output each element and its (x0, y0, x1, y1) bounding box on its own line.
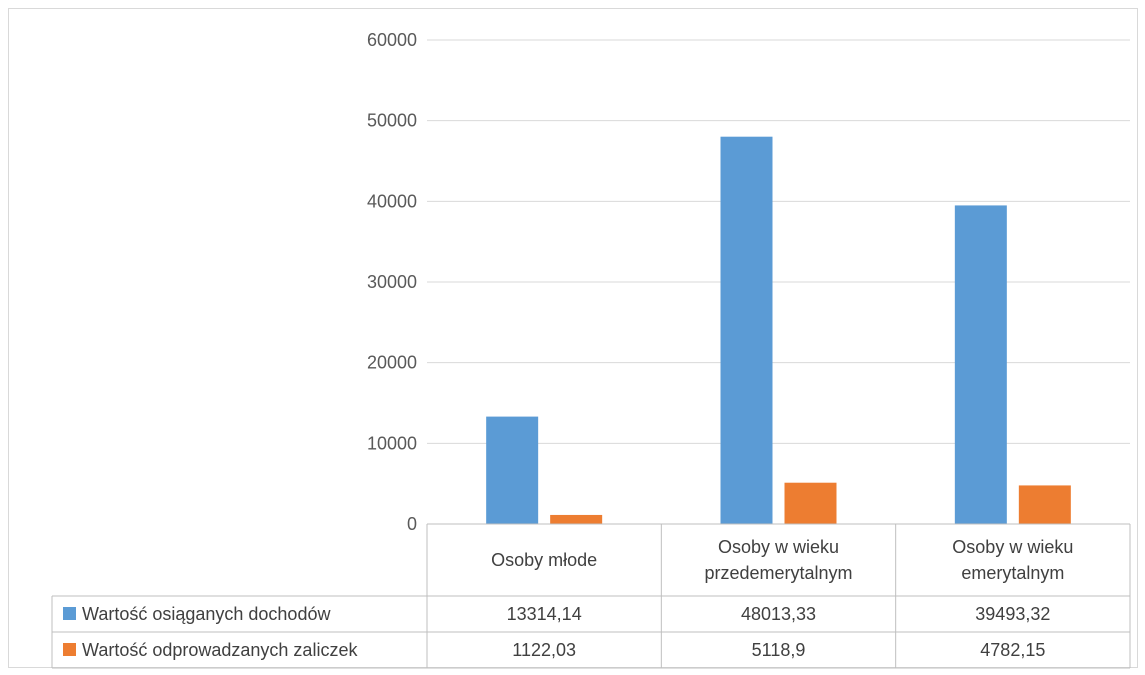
category-label: emerytalnym (961, 563, 1064, 583)
bar-zaliczki (1018, 485, 1071, 524)
table-value: 5118,9 (752, 640, 806, 660)
series-name: Wartość odprowadzanych zaliczek (82, 640, 358, 660)
category-label: Osoby w wieku (718, 537, 839, 557)
table-value: 13314,14 (507, 604, 582, 624)
y-tick-label: 10000 (367, 433, 417, 453)
table-value: 39493,32 (975, 604, 1050, 624)
table-value: 1122,03 (512, 640, 576, 660)
y-tick-label: 30000 (367, 272, 417, 292)
table-value: 48013,33 (741, 604, 816, 624)
y-tick-label: 60000 (367, 30, 417, 50)
legend-key-dochody (63, 607, 76, 620)
y-tick-label: 0 (407, 514, 417, 534)
bar-dochody (720, 136, 773, 524)
y-tick-label: 20000 (367, 353, 417, 373)
series-name: Wartość osiąganych dochodów (82, 604, 331, 624)
bar-dochody (486, 416, 539, 524)
bar-zaliczki (784, 482, 837, 524)
y-tick-label: 40000 (367, 191, 417, 211)
legend-key-zaliczki (63, 643, 76, 656)
bar-dochody (954, 205, 1007, 525)
category-label: przedemerytalnym (704, 563, 852, 583)
chart-frame (8, 8, 1138, 668)
y-tick-label: 50000 (367, 111, 417, 131)
bar-zaliczki (550, 514, 603, 524)
category-label: Osoby w wieku (952, 537, 1073, 557)
table-value: 4782,15 (980, 640, 1045, 660)
category-label: Osoby młode (491, 550, 597, 570)
